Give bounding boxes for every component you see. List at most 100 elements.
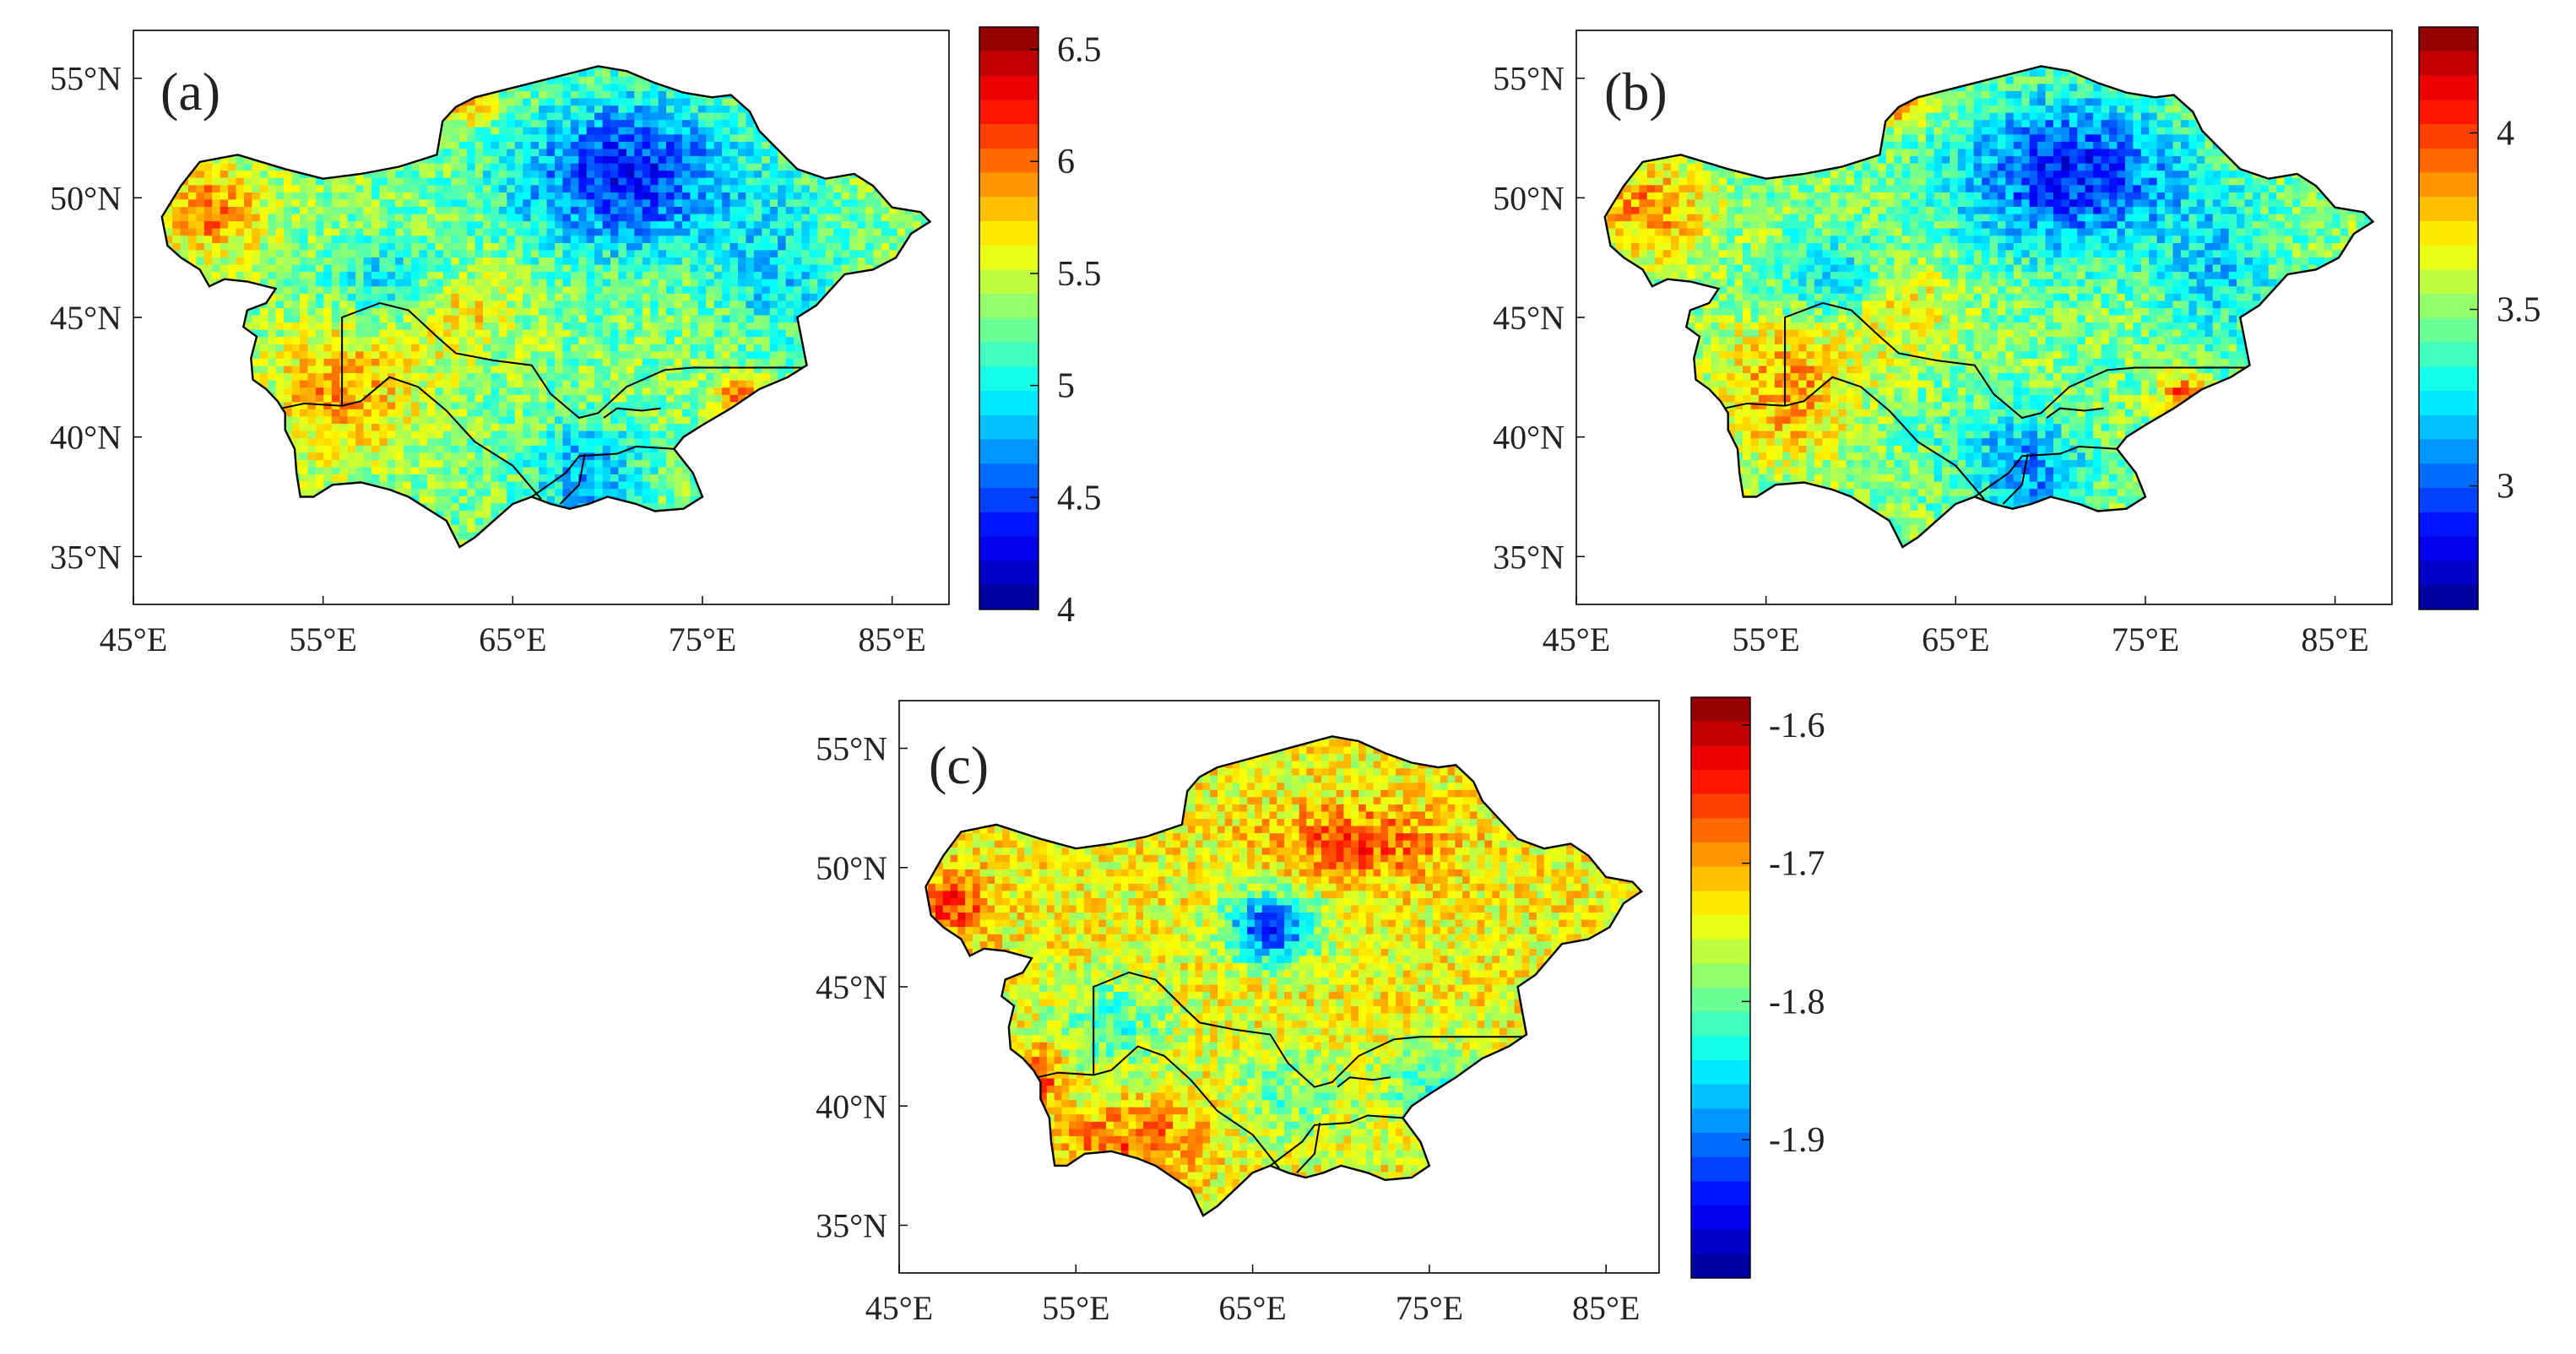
field-cell [562,306,572,316]
field-cell [180,285,190,294]
field-cell [379,104,388,113]
field-cell [618,487,627,496]
field-cell [187,336,198,344]
field-cell [539,263,548,273]
field-cell [539,119,548,127]
field-cell [697,437,708,446]
field-cell [555,365,564,374]
field-cell [539,365,548,374]
field-cell [315,509,325,518]
field-cell [523,545,532,547]
field-cell [626,154,636,164]
field-cell [323,393,333,403]
field-cell [220,198,230,207]
field-cell [539,393,548,403]
field-cell [586,176,596,186]
field-cell [419,336,429,344]
field-cell [149,480,158,489]
field-cell [666,68,675,77]
field-cell [212,365,221,374]
field-cell [483,415,492,425]
field-cell [172,531,182,540]
field-cell [507,270,516,279]
field-cell [650,357,659,366]
field-cell [284,523,293,533]
field-cell [331,545,341,547]
field-cell [387,140,397,149]
field-cell [546,401,556,409]
field-cell [149,54,158,62]
field-cell [387,350,397,359]
field-cell [690,336,699,344]
field-cell [706,126,715,135]
field-cell [427,365,437,374]
field-cell [196,328,205,338]
field-cell [363,285,373,294]
field-cell [674,336,684,344]
field-cell [530,444,540,453]
field-cell [467,523,476,533]
field-cell [578,408,588,417]
field-cell [586,75,596,84]
field-cell [491,387,501,395]
field-cell [650,97,659,106]
field-cell [244,111,253,121]
field-cell [530,538,540,547]
field-cell [259,263,269,273]
field-cell [514,371,524,381]
field-cell [658,480,668,490]
field-cell [427,531,437,540]
field-cell [530,97,540,106]
field-cell [323,523,333,533]
field-cell [268,314,277,323]
field-cell [586,97,596,106]
field-cell [514,75,524,84]
field-cell [275,452,285,460]
field-cell [578,263,588,273]
field-cell [315,126,325,135]
field-cell [713,401,724,409]
field-cell [323,104,333,113]
field-cell [172,263,182,273]
field-cell [690,227,699,236]
field-cell [483,75,492,84]
field-cell [586,328,596,338]
field-cell [514,444,524,453]
field-cell [674,357,684,366]
field-cell [291,387,301,395]
field-cell [180,126,190,135]
field-cell [275,235,285,243]
field-cell [610,68,620,77]
field-cell [315,111,325,121]
field-cell [315,314,325,323]
field-cell [610,517,620,525]
field-cell [236,256,246,265]
field-cell [180,350,190,359]
field-cell [562,473,572,482]
field-cell [475,430,485,439]
field-cell [435,458,444,468]
field-cell [539,54,548,62]
field-cell [395,176,404,186]
field-cell [236,350,246,359]
field-cell [355,365,365,374]
field-cell [650,133,659,142]
field-cell [578,538,588,547]
field-cell [681,487,691,496]
field-cell [395,357,404,366]
field-cell [618,452,627,460]
field-cell [435,444,444,453]
field-cell [172,270,182,279]
field-cell [347,111,357,121]
field-cell [379,205,388,214]
field-cell [203,487,214,496]
field-cell [666,545,675,547]
field-cell [395,466,404,474]
field-cell [706,553,715,561]
field-cell [681,314,691,323]
field-cell [530,314,540,323]
field-cell [315,66,325,70]
field-cell [307,444,317,453]
field-cell [475,278,485,287]
field-cell [419,415,429,425]
